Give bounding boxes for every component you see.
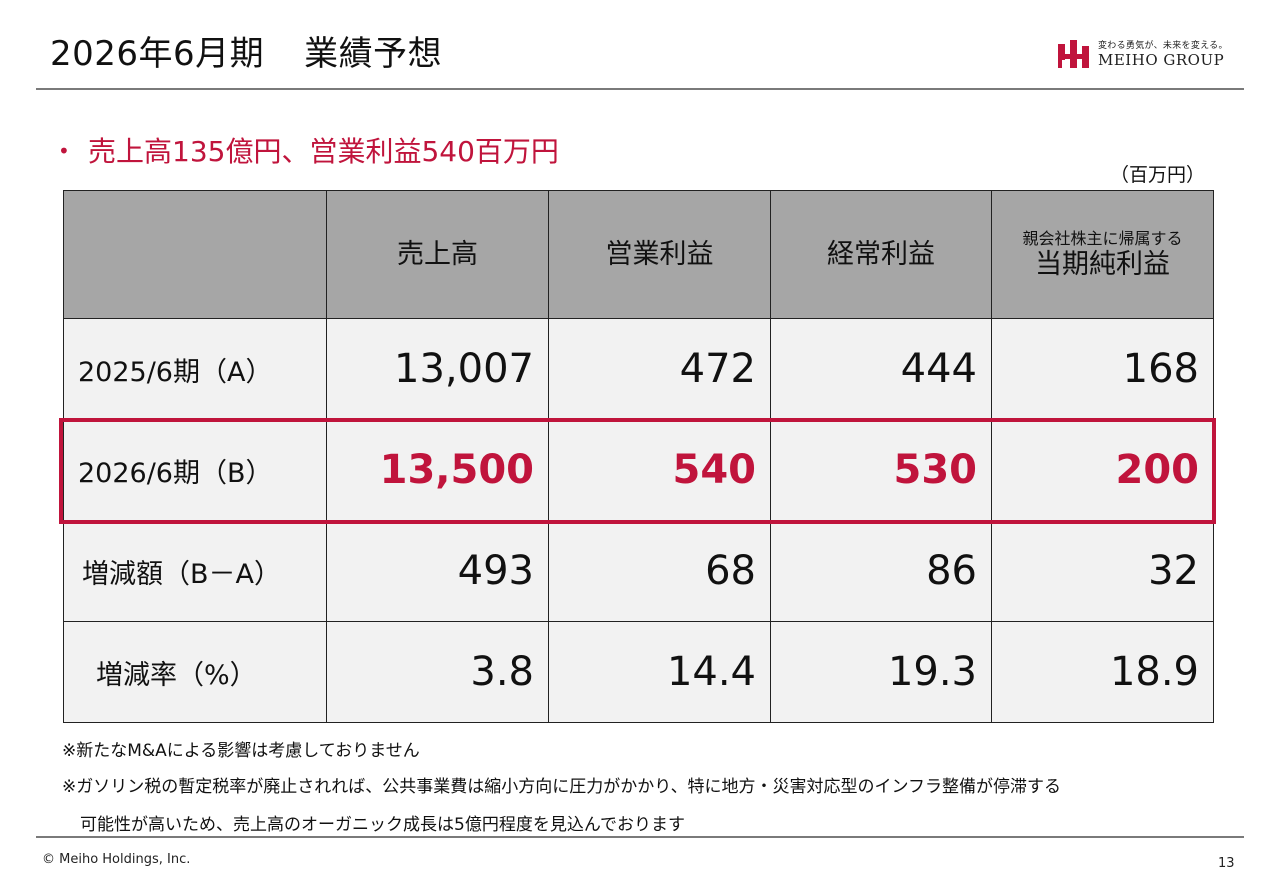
row-label: 増減率（%） bbox=[63, 621, 327, 723]
headline-text: 売上高135億円、営業利益540百万円 bbox=[88, 135, 559, 168]
table-cell: 14.4 bbox=[548, 621, 771, 723]
footnote-gasoline-tax-cont: 可能性が高いため、売上高のオーガニック成長は5億円程度を見込んでおります bbox=[80, 815, 685, 835]
footnote-gasoline-tax: ※ガソリン税の暫定税率が廃止されれば、公共事業費は縮小方向に圧力がかかり、特に地… bbox=[62, 777, 1062, 797]
header-divider bbox=[36, 88, 1244, 90]
logo-name: MEIHO GROUP bbox=[1098, 51, 1225, 69]
table-cell: 444 bbox=[770, 318, 992, 420]
table-cell: 13,007 bbox=[326, 318, 549, 420]
column-header-net-profit: 親会社株主に帰属する 当期純利益 bbox=[991, 190, 1214, 319]
company-logo: 変わる勇気が、未来を変える。 MEIHO GROUP bbox=[1058, 38, 1238, 74]
footnote-ma: ※新たなM&Aによる影響は考慮しておりません bbox=[62, 741, 420, 761]
header-corner-cell bbox=[63, 190, 327, 319]
column-header-label: 営業利益 bbox=[605, 238, 714, 270]
headline-bullet: • 売上高135億円、営業利益540百万円 bbox=[58, 130, 559, 170]
page-title-subject: 業績予想 bbox=[304, 34, 443, 74]
table-cell: 32 bbox=[991, 520, 1214, 622]
table-cell: 472 bbox=[548, 318, 771, 420]
table-cell: 18.9 bbox=[991, 621, 1214, 723]
footer-divider bbox=[36, 836, 1244, 838]
page-number: 13 bbox=[1218, 856, 1235, 871]
forecast-table: 売上高 営業利益 経常利益 親会社株主に帰属する 当期純利益 2025/6期（A… bbox=[63, 190, 1214, 723]
logo-tagline: 変わる勇気が、未来を変える。 bbox=[1098, 41, 1228, 51]
table-row-change-rate: 増減率（%） 3.8 14.4 19.3 18.9 bbox=[63, 621, 1214, 723]
table-cell: 68 bbox=[548, 520, 771, 622]
column-header-label: 経常利益 bbox=[827, 238, 935, 270]
table-row-change-amount: 増減額（B－A） 493 68 86 32 bbox=[63, 520, 1214, 622]
table-cell: 168 bbox=[991, 318, 1214, 420]
table-cell: 3.8 bbox=[326, 621, 549, 723]
column-header-sublabel: 親会社株主に帰属する bbox=[1022, 228, 1183, 248]
table-cell: 493 bbox=[326, 520, 549, 622]
copyright: © Meiho Holdings, Inc. bbox=[42, 852, 191, 867]
page-title: 2026年6月期 業績予想 bbox=[50, 26, 442, 75]
table-cell: 13,500 bbox=[326, 419, 549, 521]
table-cell: 19.3 bbox=[770, 621, 992, 723]
table-header-row: 売上高 営業利益 経常利益 親会社株主に帰属する 当期純利益 bbox=[63, 190, 1214, 319]
table-row-fy2026-forecast: 2026/6期（B） 13,500 540 530 200 bbox=[63, 419, 1214, 521]
row-label: 増減額（B－A） bbox=[63, 520, 327, 622]
column-header-label: 売上高 bbox=[397, 238, 478, 270]
page-title-period: 2026年6月期 bbox=[50, 34, 265, 74]
row-label: 2025/6期（A） bbox=[63, 318, 327, 420]
meiho-logo-icon bbox=[1058, 40, 1089, 68]
bullet-dot-icon: • bbox=[58, 139, 70, 163]
table-cell: 530 bbox=[770, 419, 992, 521]
table-cell: 200 bbox=[991, 419, 1214, 521]
column-header-sales: 売上高 bbox=[326, 190, 549, 319]
column-header-label: 当期純利益 bbox=[1035, 248, 1170, 280]
row-label: 2026/6期（B） bbox=[63, 419, 327, 521]
table-cell: 86 bbox=[770, 520, 992, 622]
unit-label: （百万円） bbox=[1110, 164, 1206, 186]
table-cell: 540 bbox=[548, 419, 771, 521]
table-row-fy2025: 2025/6期（A） 13,007 472 444 168 bbox=[63, 318, 1214, 420]
column-header-operating-profit: 営業利益 bbox=[548, 190, 771, 319]
column-header-ordinary-profit: 経常利益 bbox=[770, 190, 992, 319]
